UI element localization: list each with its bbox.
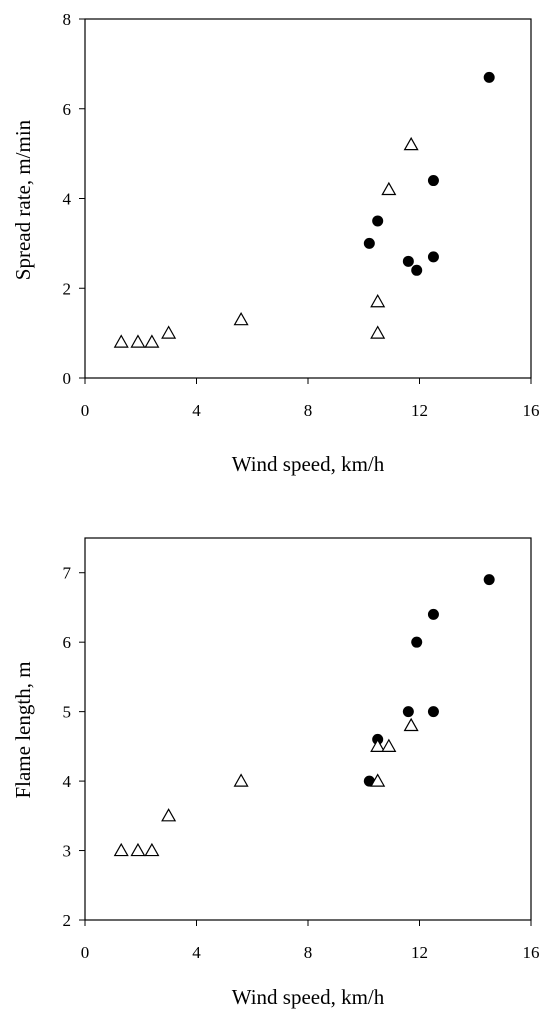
y-tick-label: 7 xyxy=(63,564,72,583)
y-axis-label: Spread rate, m/min xyxy=(11,119,35,280)
y-tick-label: 3 xyxy=(63,842,72,861)
y-tick-label: 2 xyxy=(63,911,72,930)
filled-circle-point xyxy=(411,636,423,648)
y-tick-label: 4 xyxy=(63,190,72,209)
y-tick-label: 8 xyxy=(63,10,72,29)
open-triangle-point xyxy=(403,136,419,151)
x-tick-label: 0 xyxy=(81,401,90,420)
filled-circle-point xyxy=(372,215,384,227)
open-triangle-point xyxy=(130,334,146,348)
x-tick-label: 12 xyxy=(411,401,428,420)
open-triangle-point xyxy=(381,738,397,752)
plot-frame xyxy=(84,537,532,921)
open-triangle-point xyxy=(144,842,160,857)
open-triangle-point xyxy=(370,738,386,752)
y-tick-label: 4 xyxy=(63,772,72,791)
open-triangle-point xyxy=(381,181,397,196)
y-tick-label: 6 xyxy=(63,633,72,652)
x-axis-label: Wind speed, km/h xyxy=(232,452,385,476)
filled-circle-point xyxy=(427,706,439,718)
x-tick-label: 16 xyxy=(523,943,540,962)
x-tick-label: 4 xyxy=(192,401,201,420)
filled-circle-point xyxy=(483,574,495,586)
flame-length-chart: 0 4 8 12 16 2 3 4 5 6 7 Wind speed, km/h Flame lengt… xyxy=(11,537,540,1009)
y-tick-label: 0 xyxy=(63,369,72,388)
open-triangle-point xyxy=(403,717,419,732)
y-tick-label: 5 xyxy=(63,703,72,722)
filled-circle-point xyxy=(411,264,423,276)
open-triangle-point xyxy=(370,293,386,308)
y-axis-label: Flame length, m xyxy=(11,661,35,798)
x-tick-label: 0 xyxy=(81,943,90,962)
y-tick-label: 6 xyxy=(63,100,72,119)
open-triangle-point xyxy=(233,311,249,326)
x-axis-label: Wind speed, km/h xyxy=(232,985,385,1009)
open-triangle-point xyxy=(161,808,177,822)
x-tick-label: 8 xyxy=(304,943,313,962)
filled-circle-point xyxy=(363,237,375,249)
open-triangle-point xyxy=(144,334,160,348)
x-tick-label: 8 xyxy=(304,401,313,420)
x-tick-label: 4 xyxy=(192,943,201,962)
open-triangle-point xyxy=(370,325,386,339)
filled-circle-point xyxy=(427,608,439,620)
spread-rate-chart: 0 4 8 12 16 0 2 4 6 8 Wind speed, km/h Spread rate,… xyxy=(11,10,540,476)
plot-frame xyxy=(84,18,532,379)
x-tick-label: 12 xyxy=(411,943,428,962)
filled-circle-point xyxy=(427,251,439,263)
open-triangle-point xyxy=(233,773,249,787)
filled-circle-point xyxy=(427,175,439,187)
y-tick-label: 2 xyxy=(63,279,72,298)
open-triangle-point xyxy=(113,842,129,857)
open-triangle-point xyxy=(161,325,177,339)
filled-circle-point xyxy=(483,71,495,83)
x-tick-label: 16 xyxy=(523,401,540,420)
open-triangle-point xyxy=(370,773,386,787)
open-triangle-point xyxy=(113,334,129,348)
open-triangle-point xyxy=(130,842,146,857)
filled-circle-point xyxy=(402,706,414,718)
filled-circle-point xyxy=(402,255,414,267)
